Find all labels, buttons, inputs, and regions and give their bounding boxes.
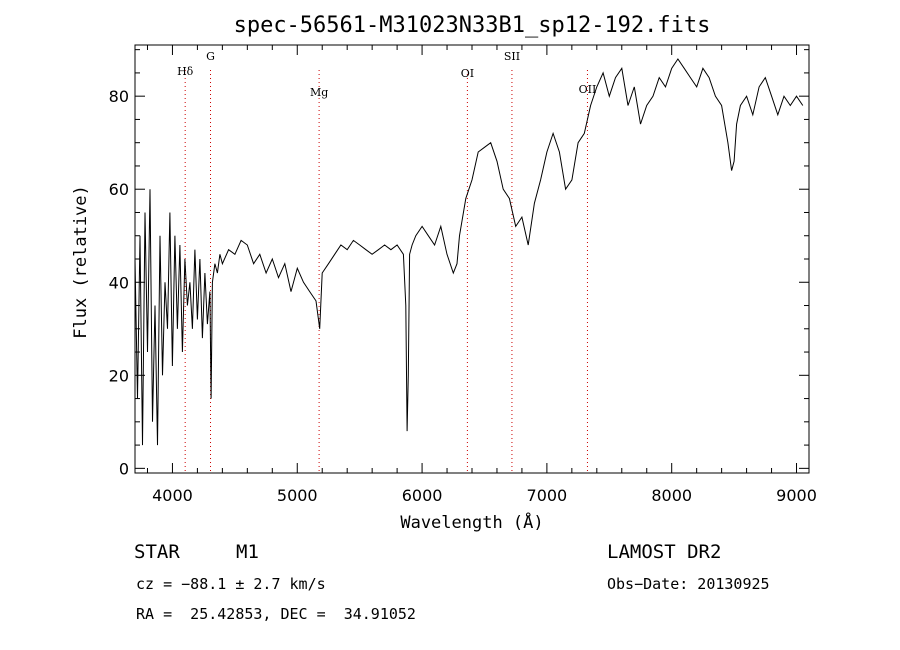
line-markers: Hδ G Mg OI SII OII — [177, 50, 596, 473]
y-tick-label: 40 — [109, 273, 129, 292]
line-marker-label: Hδ — [177, 65, 194, 78]
chart-title: spec-56561-M31023N33B1_sp12-192.fits — [234, 13, 711, 38]
y-tick-label: 80 — [109, 87, 129, 106]
x-axis-label: Wavelength (Å) — [400, 511, 543, 533]
survey-name: LAMOST DR2 — [607, 541, 722, 563]
x-tick-label: 7000 — [527, 486, 568, 505]
line-marker-label: SII — [504, 50, 520, 63]
y-axis-label: Flux (relative) — [71, 185, 91, 339]
plot-area — [134, 58, 804, 446]
x-tick-label: 9000 — [776, 486, 817, 505]
object-subclass: M1 — [236, 541, 259, 563]
axes: 4000 5000 6000 7000 8000 9000 0 20 40 60 80 — [109, 44, 817, 505]
y-tick-label: 60 — [109, 180, 129, 199]
y-tick-label: 20 — [109, 366, 129, 385]
x-tick-label: 6000 — [402, 486, 443, 505]
line-marker-label: G — [206, 50, 215, 63]
y-tick-label: 0 — [119, 459, 129, 478]
ra-dec-text: RA = 25.42853, DEC = 34.91052 — [136, 605, 416, 623]
plot-frame — [134, 44, 810, 474]
x-tick-label: 5000 — [277, 486, 318, 505]
line-marker-label: Mg — [310, 86, 328, 99]
x-tick-label: 4000 — [152, 486, 193, 505]
line-marker-label: OI — [461, 67, 474, 80]
redshift-text: cz = −88.1 ± 2.7 km/s — [136, 575, 326, 593]
line-marker-label: OII — [579, 83, 597, 96]
spectrum-line — [134, 58, 804, 446]
obs-date-text: Obs−Date: 20130925 — [607, 575, 770, 593]
x-tick-label: 8000 — [651, 486, 692, 505]
object-class: STAR — [134, 541, 180, 563]
